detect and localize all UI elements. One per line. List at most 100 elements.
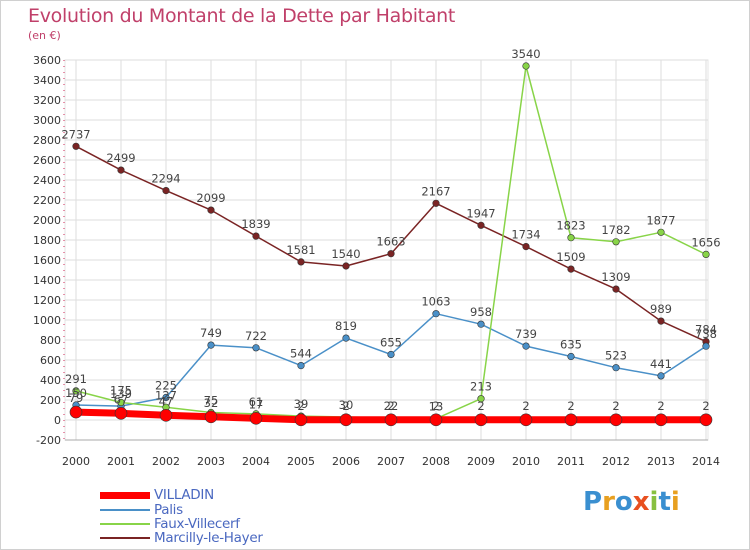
x-tick-label-2013: 2013 [647,455,675,468]
legend-label-faux-villecerf: Faux-Villecerf [154,516,240,532]
data-label-palis-2005: 544 [290,347,312,361]
y-tick-label-3600: 3600 [33,54,61,67]
data-label-faux-villecerf-2005: 39 [294,397,309,411]
data-label-villadin-2012: 2 [612,399,619,413]
point-marcilly-le-hayer-2000 [72,142,80,150]
legend-label-palis: Palis [154,502,183,518]
y-tick-label-600: 600 [40,354,61,367]
legend-swatch-marcilly-le-hayer [100,537,150,539]
data-label-faux-villecerf-2008: 13 [429,400,444,414]
data-label-palis-2001: 139 [110,387,132,401]
x-tick-label-2000: 2000 [62,455,90,468]
data-label-faux-villecerf-2000: 291 [65,372,87,386]
legend-swatch-faux-villecerf [100,523,150,525]
point-marcilly-le-hayer-2013 [657,317,665,325]
legend-item-palis: Palis [100,502,340,518]
point-palis-2012 [612,364,620,372]
y-tick-label-1800: 1800 [33,234,61,247]
data-label-palis-2004: 722 [245,329,267,343]
point-faux-villecerf-2009 [477,395,485,403]
point-villadin-2007 [384,413,398,427]
y-tick-label-2600: 2600 [33,154,61,167]
point-palis-2002 [162,393,170,402]
x-tick-label-2007: 2007 [377,455,405,468]
point-marcilly-le-hayer-2009 [477,221,485,229]
x-tick-label-2014: 2014 [692,455,720,468]
point-villadin-2014 [699,413,713,427]
y-tick-label-2200: 2200 [33,194,61,207]
point-palis-2009 [477,320,485,328]
point-marcilly-le-hayer-2012 [612,285,620,293]
point-villadin-2001 [114,406,128,420]
point-villadin-2000 [69,405,83,419]
point-villadin-2012 [609,413,623,427]
data-label-faux-villecerf-2011: 1823 [556,219,585,233]
x-tick-label-2004: 2004 [242,455,270,468]
data-label-marcilly-le-hayer-2003: 2099 [196,191,225,205]
point-marcilly-le-hayer-2007 [387,250,395,258]
x-tick-label-2009: 2009 [467,455,495,468]
point-villadin-2009 [474,413,488,427]
data-label-marcilly-le-hayer-2011: 1509 [556,250,585,264]
y-tick-label-3200: 3200 [33,94,61,107]
point-villadin-2010 [519,413,533,427]
point-palis-2011 [567,352,575,361]
x-tick-label-2012: 2012 [602,455,630,468]
point-palis-2003 [207,341,215,349]
y-tick-label-800: 800 [40,334,61,347]
point-villadin-2008 [429,413,443,427]
point-villadin-2011 [564,413,578,427]
data-label-marcilly-le-hayer-2000: 2737 [61,127,90,141]
data-label-marcilly-le-hayer-2006: 1540 [331,247,360,261]
data-label-palis-2010: 739 [515,327,537,341]
point-villadin-2013 [654,413,668,427]
proxiti-logo: Proxiti [583,487,680,517]
legend-item-villadin: VILLADIN [100,487,340,503]
point-palis-2013 [657,372,665,380]
data-label-villadin-2001: 67 [114,392,129,406]
data-label-villadin-2005: 2 [297,399,304,413]
data-label-palis-2003: 749 [200,326,222,340]
point-palis-2007 [387,350,395,359]
point-villadin-2003 [204,410,218,424]
x-tick-label-2005: 2005 [287,455,315,468]
data-label-marcilly-le-hayer-2009: 1947 [466,206,495,220]
data-label-palis-2006: 819 [335,319,357,333]
data-label-villadin-2004: 17 [249,397,264,411]
point-villadin-2002 [159,408,173,422]
y-tick-label-3000: 3000 [33,114,61,127]
data-label-faux-villecerf-2012: 1782 [601,223,630,237]
data-label-faux-villecerf-2003: 75 [204,394,219,408]
chart-subtitle: (en €) [28,29,61,42]
y-tick-label-1600: 1600 [33,254,61,267]
data-label-marcilly-le-hayer-2010: 1734 [511,228,540,242]
y-tick-label-0: 0 [54,414,61,427]
data-label-palis-2007: 655 [380,336,402,350]
data-label-marcilly-le-hayer-2007: 1663 [376,235,405,249]
data-label-palis-2009: 958 [470,305,492,319]
x-tick-label-2006: 2006 [332,455,360,468]
point-villadin-2005 [294,413,308,427]
point-marcilly-le-hayer-2011 [567,265,575,273]
data-label-faux-villecerf-2006: 30 [339,398,354,412]
data-label-marcilly-le-hayer-2014: 784 [695,323,717,337]
y-tick-label-1400: 1400 [33,274,61,287]
data-label-palis-2012: 523 [605,349,627,363]
point-marcilly-le-hayer-2010 [522,243,530,251]
data-label-villadin-2011: 2 [567,399,574,413]
data-label-faux-villecerf-2010: 3540 [511,47,540,61]
data-label-villadin-2014: 2 [702,399,709,413]
data-label-faux-villecerf-2009: 213 [470,380,492,394]
data-label-faux-villecerf-2002: 127 [155,388,177,402]
x-tick-label-2001: 2001 [107,455,135,468]
data-label-marcilly-le-hayer-2002: 2294 [151,172,180,186]
point-faux-villecerf-2014 [702,250,710,258]
legend-label-villadin: VILLADIN [154,487,214,503]
data-label-faux-villecerf-2004: 61 [249,395,264,409]
point-villadin-2004 [249,411,263,425]
data-label-palis-2011: 635 [560,338,582,352]
x-tick-label-2011: 2011 [557,455,585,468]
legend-item-faux-villecerf: Faux-Villecerf [100,516,340,532]
